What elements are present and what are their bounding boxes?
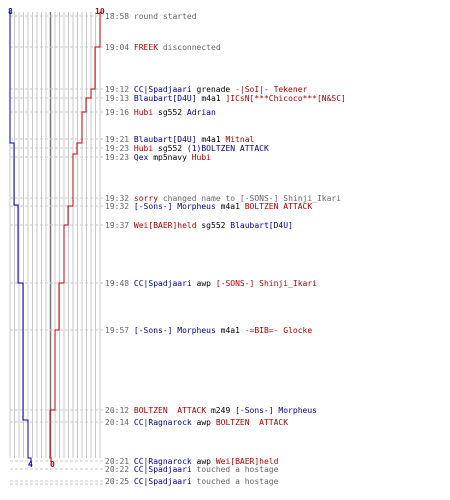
event-time: 18:58 bbox=[105, 12, 130, 21]
event-text: Blaubart[D4U] bbox=[133, 135, 197, 144]
event-text: CC|Spadjaari bbox=[133, 465, 192, 474]
event-text: Qex bbox=[133, 153, 149, 162]
event-time: 20:22 bbox=[105, 465, 130, 474]
event-time: 20:14 bbox=[105, 418, 130, 427]
event-row: 19:21 Blaubart[D4U] m4a1 Mitnal bbox=[105, 135, 254, 144]
event-time: 20:25 bbox=[105, 477, 130, 486]
event-time: 19:16 bbox=[105, 108, 130, 117]
event-row: 20:25 CC|Spadjaari touched a hostage bbox=[105, 477, 278, 486]
event-text: BOLTZEN ATTACK bbox=[133, 406, 207, 415]
event-time: 19:21 bbox=[105, 135, 130, 144]
event-text: CC|Spadjaari bbox=[133, 477, 192, 486]
event-row: 19:04 FREEK disconnected bbox=[105, 43, 221, 52]
event-text: -=BIB=- Glocke bbox=[244, 326, 313, 335]
event-text: m4a1 bbox=[196, 94, 226, 103]
event-time: 19:57 bbox=[105, 326, 130, 335]
blue-start-score: 8 bbox=[8, 7, 13, 16]
event-time: 19:37 bbox=[105, 221, 130, 230]
event-text: Wei[BAER]held bbox=[133, 221, 197, 230]
event-time: 19:23 bbox=[105, 144, 130, 153]
event-text: CC|Spadjaari bbox=[133, 279, 192, 288]
event-text: round started bbox=[133, 12, 197, 21]
event-text: [-SONS-] Shinji_Ikari bbox=[239, 194, 342, 203]
red-score-line bbox=[49, 12, 101, 462]
event-text: Hubi bbox=[133, 144, 154, 153]
event-time: 19:32 bbox=[105, 202, 130, 211]
event-text: -|SoI|- Tekener bbox=[235, 85, 308, 94]
event-row: 19:32 [-Sons-] Morpheus m4a1 BOLTZEN ATT… bbox=[105, 202, 312, 211]
event-text: [-Sons-] Morpheus bbox=[235, 406, 317, 415]
event-text: sg552 bbox=[153, 108, 187, 117]
blue-end-score: 4 bbox=[28, 460, 33, 469]
event-text: awp bbox=[191, 279, 216, 288]
event-time: 20:12 bbox=[105, 406, 130, 415]
event-row: 20:22 CC|Spadjaari touched a hostage bbox=[105, 465, 278, 474]
event-text: CC|Spadjaari bbox=[133, 85, 192, 94]
event-text: Mitnal bbox=[225, 135, 255, 144]
blue-score-line bbox=[9, 12, 32, 462]
event-text: Hubi bbox=[191, 153, 211, 162]
event-text: Hubi bbox=[133, 108, 154, 117]
event-text: mp5navy bbox=[148, 153, 192, 162]
event-text: FREEK bbox=[133, 43, 159, 52]
event-text: Blaubart[D4U] bbox=[133, 94, 197, 103]
red-start-score: 10 bbox=[95, 7, 105, 16]
event-text: sg552 bbox=[196, 221, 231, 230]
event-row: 20:14 CC|Ragnarock awp BOLTZEN ATTACK bbox=[105, 418, 288, 427]
event-time: 19:12 bbox=[105, 85, 130, 94]
event-text: touched a hostage bbox=[191, 465, 279, 474]
event-text: grenade bbox=[191, 85, 236, 94]
event-text: ]ICsN[***Chicoco***[N&SC] bbox=[225, 94, 346, 103]
event-text: [-Sons-] Morpheus bbox=[133, 326, 216, 335]
event-text: m4a1 bbox=[196, 135, 226, 144]
event-text: sg552 bbox=[153, 144, 187, 153]
event-row: 19:16 Hubi sg552 Adrian bbox=[105, 108, 216, 117]
event-row: 19:32 sorry changed name to [-SONS-] Shi… bbox=[105, 194, 341, 203]
event-text: Wei[BAER]held bbox=[215, 457, 279, 466]
event-text: sorry bbox=[133, 194, 159, 203]
event-text: touched a hostage bbox=[191, 477, 279, 486]
event-text: [-SONS-] Shinji_Ikari bbox=[215, 279, 317, 288]
event-text: BOLTZEN ATTACK bbox=[215, 418, 289, 427]
event-time: 19:13 bbox=[105, 94, 130, 103]
event-text: m249 bbox=[206, 406, 236, 415]
event-text: disconnected bbox=[158, 43, 221, 52]
event-row: 19:12 CC|Spadjaari grenade -|SoI|- Teken… bbox=[105, 85, 307, 94]
event-text: Adrian bbox=[186, 108, 216, 117]
event-row: 20:12 BOLTZEN ATTACK m249 [-Sons-] Morph… bbox=[105, 406, 317, 415]
event-text: m4a1 bbox=[215, 202, 245, 211]
event-text: (1)BOLTZEN ATTACK bbox=[186, 144, 269, 153]
event-text: Blaubart[D4U] bbox=[230, 221, 293, 230]
event-row: 19:37 Wei[BAER]held sg552 Blaubart[D4U] bbox=[105, 221, 293, 230]
event-row: 18:58 round started bbox=[105, 12, 197, 21]
event-time: 19:32 bbox=[105, 194, 130, 203]
event-row: 19:48 CC|Spadjaari awp [-SONS-] Shinji_I… bbox=[105, 279, 317, 288]
event-row: 20:21 CC|Ragnarock awp Wei[BAER]held bbox=[105, 457, 278, 466]
event-row: 19:23 Qex mp5navy Hubi bbox=[105, 153, 211, 162]
event-time: 19:23 bbox=[105, 153, 130, 162]
event-row: 19:57 [-Sons-] Morpheus m4a1 -=BIB=- Glo… bbox=[105, 326, 312, 335]
event-text: m4a1 bbox=[215, 326, 245, 335]
event-text: changed name to bbox=[158, 194, 240, 203]
red-end-score: 0 bbox=[50, 460, 55, 469]
event-text: awp bbox=[191, 418, 216, 427]
event-text: [-Sons-] Morpheus bbox=[133, 202, 216, 211]
event-row: 19:23 Hubi sg552 (1)BOLTZEN ATTACK bbox=[105, 144, 269, 153]
event-text: awp bbox=[191, 457, 216, 466]
event-time: 19:04 bbox=[105, 43, 130, 52]
event-time: 20:21 bbox=[105, 457, 130, 466]
event-text: CC|Ragnarock bbox=[133, 418, 192, 427]
event-text: CC|Ragnarock bbox=[133, 457, 192, 466]
event-time: 19:48 bbox=[105, 279, 130, 288]
event-row: 19:13 Blaubart[D4U] m4a1 ]ICsN[***Chicoc… bbox=[105, 94, 346, 103]
event-text: BOLTZEN ATTACK bbox=[244, 202, 313, 211]
